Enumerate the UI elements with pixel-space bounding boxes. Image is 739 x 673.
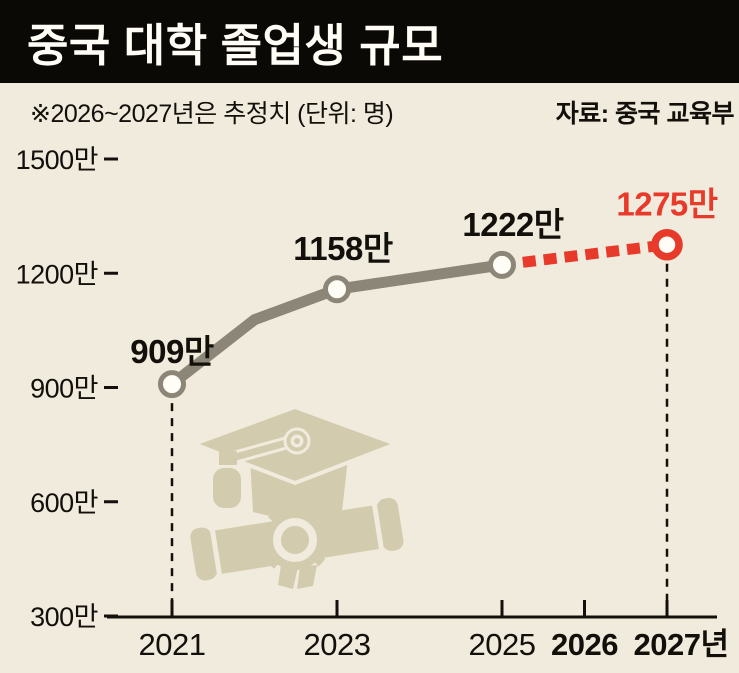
- data-point-2023: [323, 275, 351, 304]
- x-tick-label: 2023: [304, 627, 371, 662]
- graduation-watermark-icon: [188, 404, 404, 589]
- y-tick-label: 1500만: [16, 145, 98, 175]
- data-point-2027: [651, 228, 683, 261]
- series-line-solid: [166, 259, 508, 390]
- x-tick-label: 2027년: [634, 627, 729, 662]
- x-tick-label: 2026: [551, 627, 618, 662]
- data-label-2021: 909만: [130, 333, 214, 370]
- y-tick-label: 1200만: [16, 259, 98, 289]
- y-tick-label: 300만: [30, 602, 98, 632]
- data-point-2025: [488, 250, 516, 279]
- chart-plot-area: 1500만 1200만 900만 600만 300만 2021 2023 2025 2026 20…: [16, 145, 729, 662]
- x-tick-label: 2025: [469, 627, 536, 662]
- title-bar: 중국 대학 졸업생 규모: [0, 0, 739, 83]
- page-title: 중국 대학 졸업생 규모: [27, 20, 444, 71]
- data-point-2021: [158, 370, 186, 399]
- y-tick-label: 900만: [30, 374, 98, 404]
- y-tick-label: 600만: [30, 488, 98, 518]
- data-label-2027: 1275만: [616, 186, 717, 223]
- estimate-note: ※2026~2027년은 추정치 (단위: 명): [30, 100, 394, 128]
- x-tick-label: 2021: [139, 627, 206, 662]
- data-label-2023: 1158만: [293, 230, 393, 267]
- source-label: 자료: 중국 교육부: [555, 100, 735, 128]
- data-label-2025: 1222만: [462, 206, 563, 243]
- series-line-dashed: [501, 239, 668, 271]
